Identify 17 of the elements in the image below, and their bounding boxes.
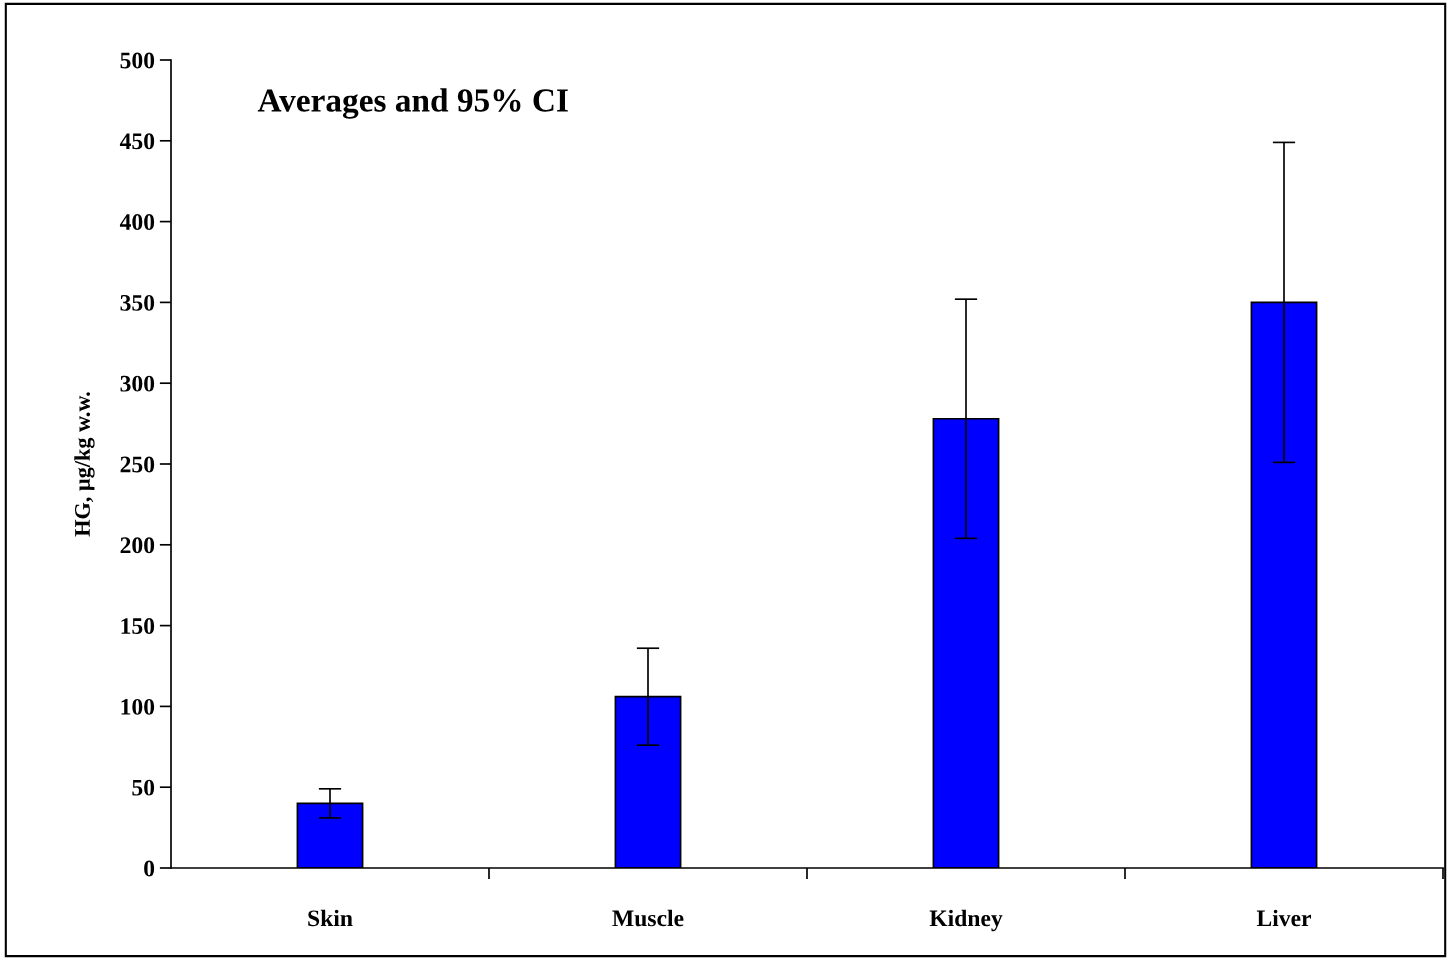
y-tick-label: 50 (132, 779, 155, 796)
y-tick-label: 250 (120, 456, 155, 473)
y-tick-label: 450 (119, 133, 155, 150)
y-tick-label: 400 (119, 214, 155, 231)
text: Averages and 95% CI (257, 88, 568, 119)
x-tick-label: Skin (308, 909, 353, 927)
y-axis-title: HG, µg/kg w.w. (74, 392, 95, 537)
y-tick-label: 500 (120, 52, 155, 69)
x-tick-label: Kidney (929, 909, 1003, 932)
y-tick-label: 200 (120, 537, 155, 554)
y-tick-label: 350 (120, 294, 155, 311)
y-tick-label: 100 (121, 698, 155, 715)
y-tick-label: 300 (120, 375, 155, 392)
x-tick-label: Liver (1256, 909, 1312, 927)
y-tick-label: 0 (144, 860, 155, 877)
y-tick-label: 150 (121, 618, 155, 635)
x-tick-label: Muscle (612, 909, 684, 927)
